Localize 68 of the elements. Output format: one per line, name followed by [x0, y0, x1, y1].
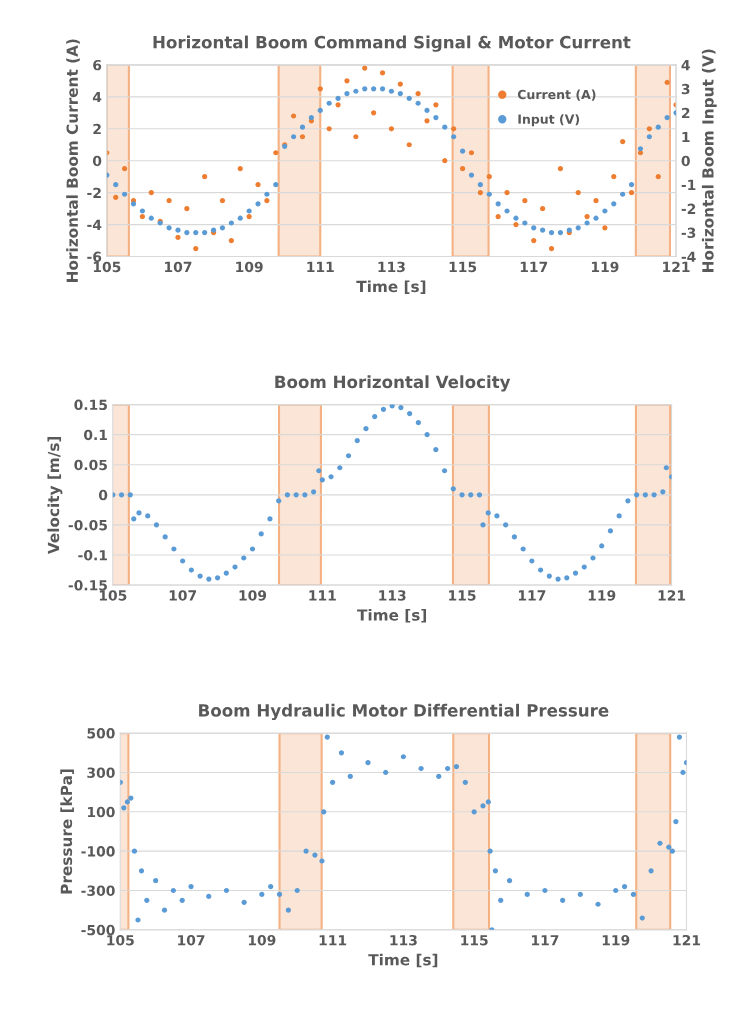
y-tick-label: -100 [81, 846, 115, 857]
y-tick-label: 6 [93, 59, 102, 71]
y-tick-label: 0.05 [74, 459, 107, 471]
chart-title: Boom Horizontal Velocity [275, 375, 511, 392]
y-tick-label: -2 [87, 187, 101, 198]
y-tick-label: -0.15 [68, 580, 107, 591]
x-tick-label: 109 [236, 261, 263, 273]
x-tick-label: 117 [532, 935, 559, 946]
x-axis-title: Time [s] [368, 953, 438, 968]
y-tick-label: 0 [98, 489, 108, 501]
y-axis-title: Velocity [m/s] [47, 436, 63, 555]
x-tick-label: 117 [518, 590, 546, 601]
legend-label: Current (A) [517, 89, 596, 101]
y-tick-label: 0 [92, 155, 102, 167]
x-tick-label: 105 [99, 590, 127, 601]
x-tick-label: 107 [178, 934, 205, 946]
y2-tick-label: 2 [681, 107, 690, 119]
x-tick-label: 113 [390, 934, 417, 946]
y2-tick-label: -1 [681, 179, 696, 190]
x-axis-title: Time [s] [356, 280, 426, 295]
x-tick-label: 119 [591, 261, 619, 273]
y2-tick-label: 0 [681, 155, 690, 167]
y2-tick-label: 1 [682, 131, 690, 143]
y-tick-label: 0.1 [84, 429, 107, 441]
y2-tick-label: -2 [681, 203, 696, 214]
x-tick-label: 113 [378, 261, 405, 273]
x-tick-label: 121 [673, 934, 701, 946]
y-tick-label: 500 [87, 728, 115, 739]
chart-title: Boom Hydraulic Motor Differential Pressure [199, 703, 609, 721]
y-tick-label: 4 [92, 91, 102, 103]
y-tick-label: 0.15 [74, 399, 107, 411]
x-tick-label: 111 [307, 261, 334, 272]
x-tick-label: 115 [449, 261, 477, 273]
x-tick-label: 105 [93, 261, 121, 273]
y-tick-label: -6 [87, 251, 102, 263]
x-tick-label: 111 [309, 590, 336, 601]
x-tick-label: 121 [658, 590, 686, 601]
y-tick-label: -0.05 [68, 519, 107, 531]
y2-tick-label: -3 [681, 227, 696, 239]
y-tick-label: -0.1 [78, 549, 107, 561]
y2-tick-label: 3 [681, 83, 690, 95]
x-tick-label: 119 [588, 590, 616, 601]
x-tick-label: 115 [449, 590, 476, 601]
legend-label: Input (V) [518, 114, 580, 127]
y-tick-label: -300 [81, 885, 115, 896]
x-tick-label: 109 [239, 590, 267, 601]
y-axis-title: Horizontal Boom Current (A) [66, 39, 80, 282]
y-tick-label: 100 [87, 806, 115, 818]
y-tick-label: 2 [93, 123, 101, 135]
x-tick-label: 111 [319, 935, 347, 946]
x-axis-title: Time [s] [357, 608, 427, 623]
x-tick-label: 107 [165, 261, 192, 273]
y-axis-title: Pressure [kPa] [60, 769, 74, 894]
x-tick-label: 107 [169, 590, 197, 601]
y2-tick-label: -4 [681, 251, 696, 262]
x-tick-label: 113 [379, 590, 406, 601]
y-tick-label: -500 [81, 924, 115, 936]
chart-title: Horizontal Boom Command Signal & Motor Current [153, 35, 631, 52]
x-tick-label: 115 [461, 935, 488, 946]
y2-tick-label: 4 [681, 60, 690, 71]
x-tick-label: 109 [248, 934, 276, 946]
y-tick-label: 300 [87, 767, 115, 778]
x-tick-label: 121 [663, 261, 690, 272]
x-tick-label: 117 [520, 261, 548, 272]
y2-axis-title: Horizontal Boom Input (V) [701, 49, 717, 272]
y-tick-label: -4 [87, 219, 102, 230]
x-tick-label: 105 [107, 934, 134, 946]
x-tick-label: 119 [602, 934, 630, 946]
